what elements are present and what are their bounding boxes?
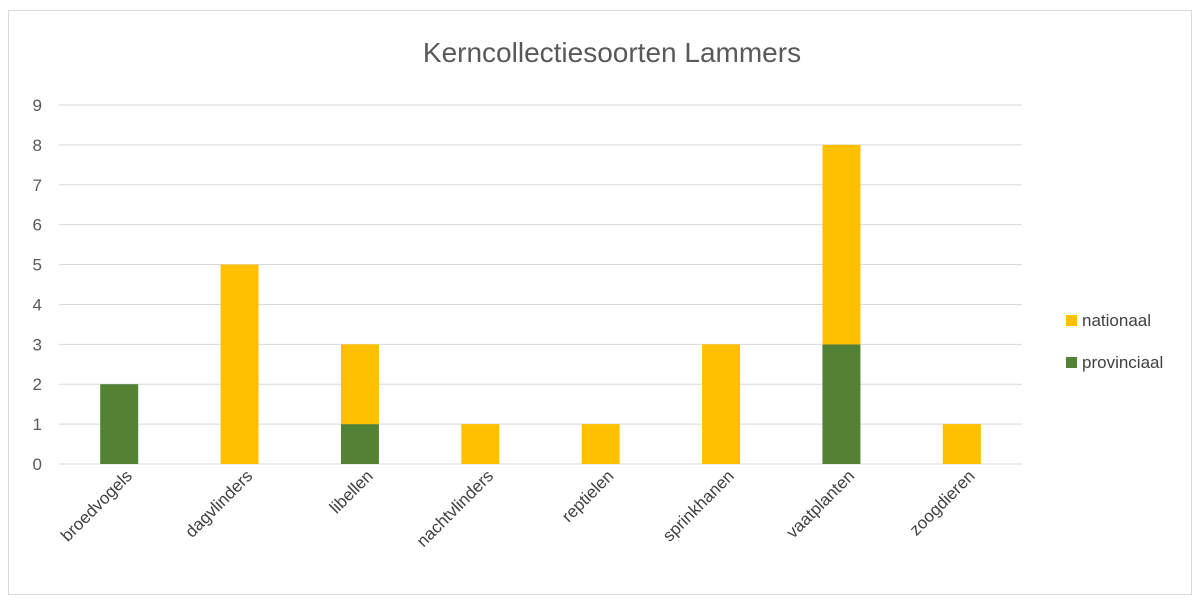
x-tick-label: nachtvlinders [413,466,497,550]
y-axis: 0 1 2 3 4 5 6 7 8 9 [33,96,42,474]
bar-nationaal-sprinkhanen [702,344,741,464]
bar-nationaal-libellen [340,344,379,425]
y-tick-label: 6 [33,216,42,235]
bar-nationaal-zoogdieren [942,424,981,464]
x-tick-label: broedvogels [57,466,136,545]
chart-frame [8,10,1192,595]
gridlines [59,104,1022,465]
bar-provinciaal-libellen [340,424,379,464]
y-tick-label: 4 [33,295,42,314]
y-tick-label: 7 [33,176,42,195]
legend-swatch-nationaal [1066,315,1077,326]
x-tick-label: libellen [326,466,377,517]
y-tick-label: 3 [33,335,42,354]
bar-provinciaal-vaatplanten [822,344,861,464]
y-tick-label: 2 [33,375,42,394]
bar-nationaal-dagvlinders [220,264,259,464]
legend-label-provinciaal: provinciaal [1082,353,1163,372]
x-tick-label: sprinkhanen [659,466,738,545]
legend: nationaal provinciaal [1066,311,1163,372]
x-axis: broedvogels dagvlinders libellen nachtvlind… [57,466,979,550]
bar-nationaal-vaatplanten [822,144,861,345]
chart-title: Kerncollectiesoorten Lammers [423,37,801,68]
legend-swatch-provinciaal [1066,357,1077,368]
x-tick-label: zoogdieren [906,466,979,539]
x-tick-label: dagvlinders [181,466,256,541]
bar-provinciaal-broedvogels [100,384,139,464]
bars [100,144,981,464]
x-tick-label: vaatplanten [783,466,859,542]
y-tick-label: 9 [33,96,42,115]
bar-nationaal-reptielen [581,424,620,464]
y-tick-label: 1 [33,415,42,434]
legend-label-nationaal: nationaal [1082,311,1151,330]
y-tick-label: 5 [33,256,42,275]
y-tick-label: 8 [33,136,42,155]
bar-nationaal-nachtvlinders [461,424,500,464]
y-tick-label: 0 [33,455,42,474]
x-tick-label: reptielen [558,466,618,526]
